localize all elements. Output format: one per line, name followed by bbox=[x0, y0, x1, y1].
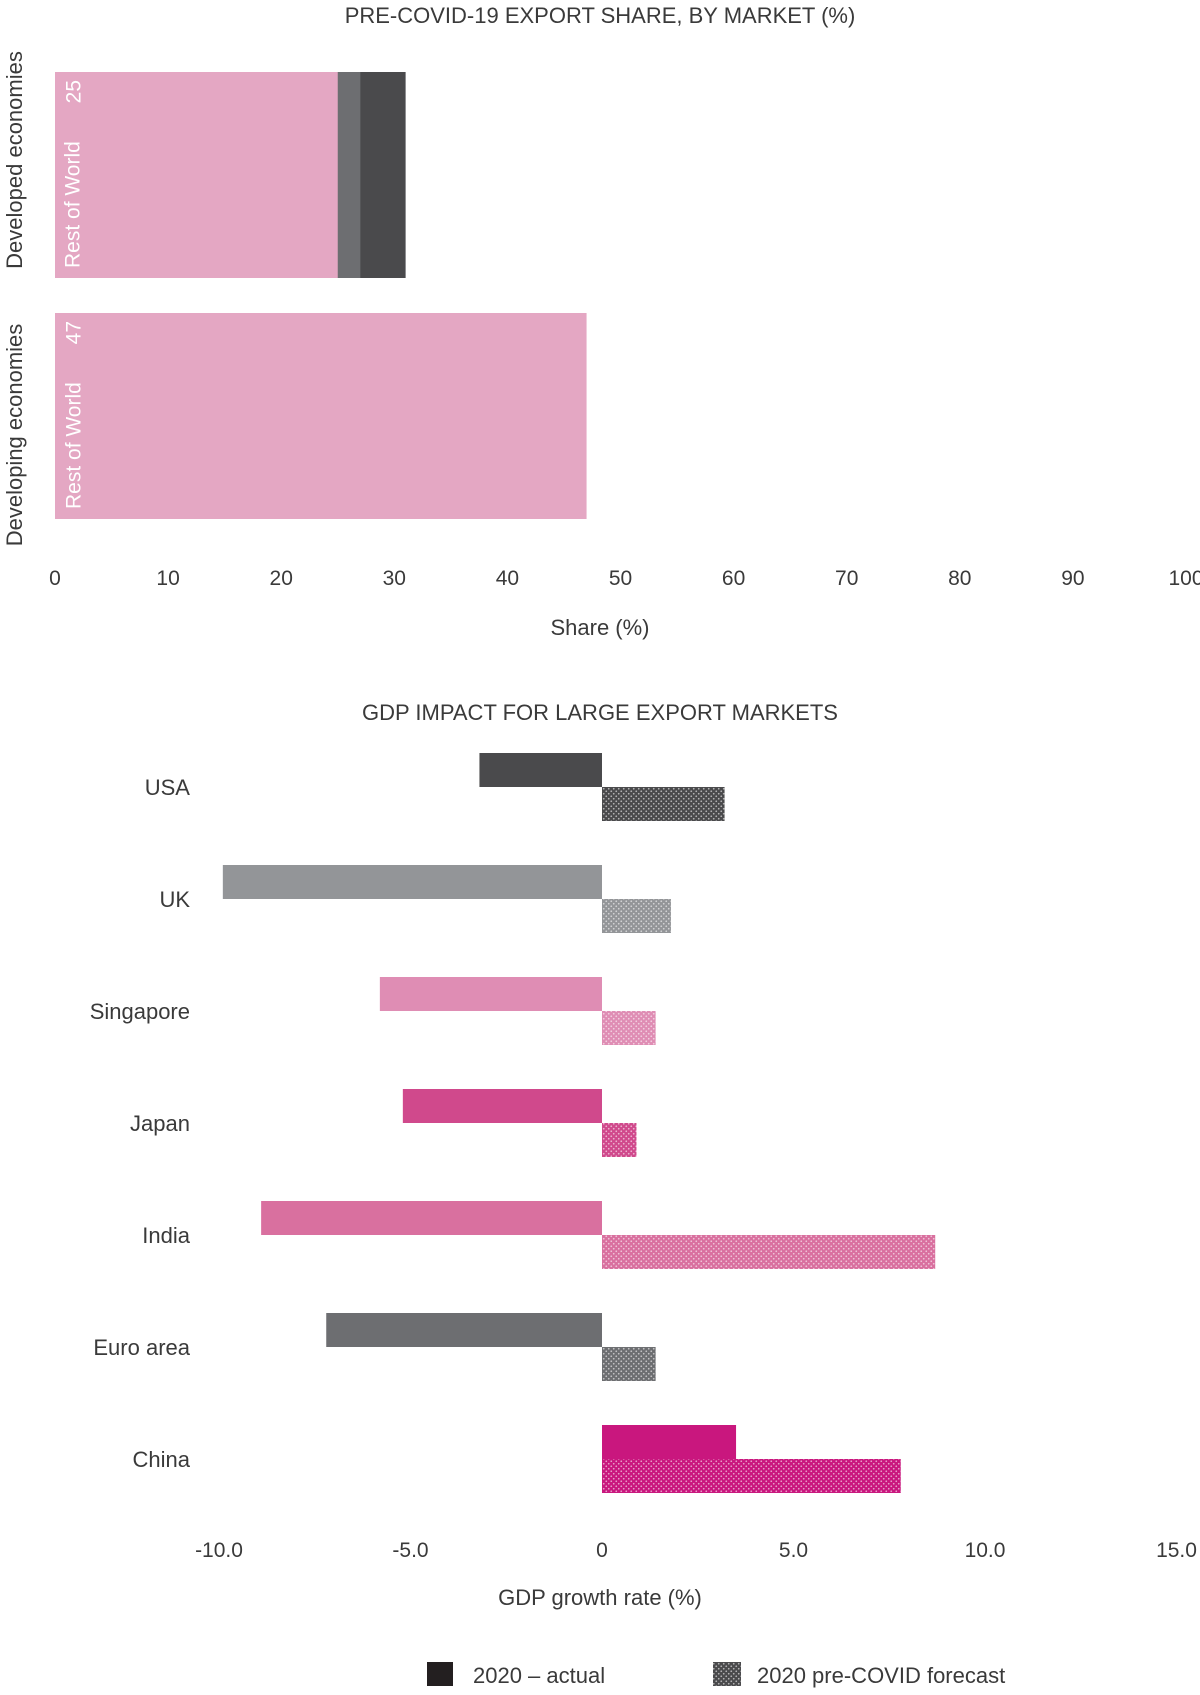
chart2-usa-category-label: USA bbox=[145, 775, 191, 800]
chart1-x-tick-10: 10 bbox=[156, 567, 179, 590]
chart1-x-axis-label: Share (%) bbox=[550, 615, 649, 640]
chart2-usa-actual-bar bbox=[479, 753, 602, 787]
chart2-uk-forecast-bar bbox=[602, 899, 671, 933]
chart2-india-category-label: India bbox=[142, 1223, 190, 1248]
chart1-x-tick-20: 20 bbox=[270, 567, 293, 590]
chart1-x-tick-80: 80 bbox=[948, 567, 971, 590]
legend-swatch-actual bbox=[427, 1662, 453, 1686]
chart2-euro-area-category-label: Euro area bbox=[93, 1335, 190, 1360]
chart2-x-tick-5-0: -5.0 bbox=[392, 1539, 428, 1562]
chart2-india-actual-bar bbox=[261, 1201, 602, 1235]
chart1-x-tick-100: 100 bbox=[1168, 567, 1200, 590]
chart2-singapore-category-label: Singapore bbox=[90, 999, 190, 1024]
chart1-developed-economies-rest-of-world-value-label: 25 bbox=[63, 80, 86, 103]
chart2-china-actual-bar bbox=[602, 1425, 737, 1459]
chart2-x-axis-label: GDP growth rate (%) bbox=[498, 1585, 702, 1610]
chart2-x-tick-5-0: 5.0 bbox=[779, 1539, 808, 1562]
legend-swatch-forecast bbox=[713, 1662, 741, 1686]
legend-label-actual: 2020 – actual bbox=[473, 1663, 605, 1688]
chart2-x-tick-15-0: 15.0 bbox=[1156, 1539, 1197, 1562]
chart2-x-tick-0: 0 bbox=[596, 1539, 608, 1562]
chart1-row-label-developing: Developing economies bbox=[2, 324, 27, 547]
chart2-india-forecast-bar bbox=[602, 1235, 936, 1269]
chart1-x-tick-50: 50 bbox=[609, 567, 632, 590]
chart2-title: GDP IMPACT FOR LARGE EXPORT MARKETS bbox=[362, 700, 838, 725]
chart2-x-tick-10-0: -10.0 bbox=[195, 1539, 243, 1562]
chart1-x-tick-90: 90 bbox=[1061, 567, 1084, 590]
chart1-developing-economies-rest-of-world-value-label: 47 bbox=[63, 321, 86, 344]
chart2-japan-forecast-bar bbox=[602, 1123, 637, 1157]
chart2-singapore-actual-bar bbox=[379, 977, 602, 1011]
chart2-uk-category-label: UK bbox=[159, 887, 190, 912]
chart1-x-tick-70: 70 bbox=[835, 567, 858, 590]
chart2-china-forecast-bar bbox=[602, 1459, 901, 1493]
legend-label-forecast: 2020 pre-COVID forecast bbox=[757, 1663, 1005, 1688]
chart1-x-tick-30: 30 bbox=[383, 567, 406, 590]
chart1-bars: 31USA27EU2811China4Japan2India25Rest of … bbox=[55, 72, 587, 519]
chart1-developing-economies-rest-of-world-bar bbox=[55, 313, 587, 519]
chart1-x-tick-40: 40 bbox=[496, 567, 519, 590]
chart2-bars bbox=[222, 753, 936, 1493]
chart2-x-tick-10-0: 10.0 bbox=[965, 1539, 1006, 1562]
chart2-x-ticks: -10.0 -5.0 0 5.0 10.0 15.0 bbox=[195, 1539, 1197, 1562]
chart2-legend: 2020 – actual 2020 pre-COVID forecast bbox=[427, 1662, 1005, 1688]
chart1-row-label-developed: Developed economies bbox=[2, 51, 27, 269]
chart2-euro-area-actual-bar bbox=[326, 1313, 602, 1347]
chart2-euro-area-forecast-bar bbox=[602, 1347, 656, 1381]
chart1-developed-economies-rest-of-world-bar bbox=[55, 72, 338, 278]
chart1-x-ticks: 0 10 20 30 40 50 60 70 80 90 100 bbox=[49, 567, 1200, 590]
chart2-usa-forecast-bar bbox=[602, 787, 725, 821]
chart2-japan-category-label: Japan bbox=[130, 1111, 190, 1136]
chart2-japan-actual-bar bbox=[402, 1089, 602, 1123]
chart1-x-tick-60: 60 bbox=[722, 567, 745, 590]
chart1-developed-economies-rest-of-world-name-label: Rest of World bbox=[62, 141, 85, 268]
chart1-x-tick-0: 0 bbox=[49, 567, 61, 590]
chart2-category-labels: USA UK Singapore Japan India Euro area China bbox=[90, 775, 191, 1472]
chart2-singapore-forecast-bar bbox=[602, 1011, 656, 1045]
chart2-china-category-label: China bbox=[133, 1447, 191, 1472]
chart2-uk-actual-bar bbox=[222, 865, 602, 899]
chart1-developing-economies-rest-of-world-name-label: Rest of World bbox=[63, 382, 86, 509]
chart1-title: PRE-COVID-19 EXPORT SHARE, BY MARKET (%) bbox=[345, 3, 856, 28]
